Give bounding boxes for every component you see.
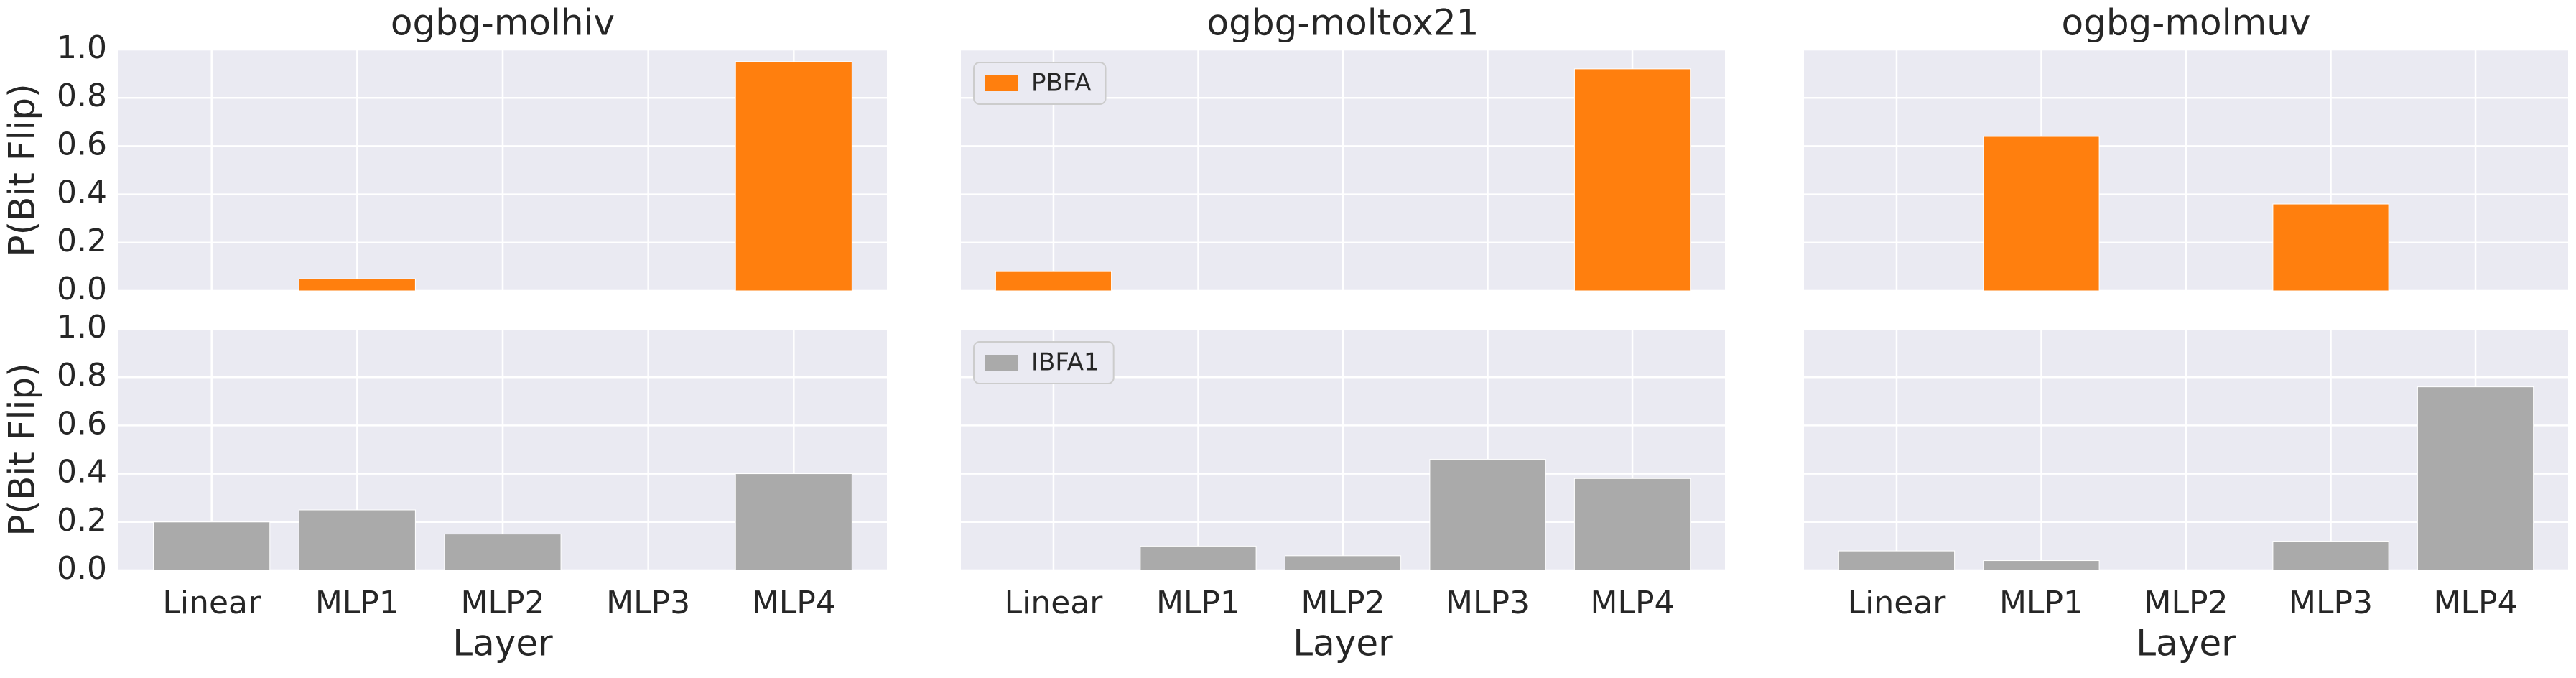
x-tick-label: MLP1 bbox=[1999, 585, 2083, 621]
x-tick-label: MLP3 bbox=[606, 585, 690, 621]
legend-label: PBFA bbox=[1031, 69, 1092, 98]
x-tick-label: MLP2 bbox=[460, 585, 544, 621]
bar bbox=[2417, 386, 2534, 571]
x-tick-label: Linear bbox=[1005, 585, 1104, 621]
x-tick-label: MLP3 bbox=[2289, 585, 2373, 621]
bar bbox=[1983, 560, 2100, 571]
x-tick-label: MLP3 bbox=[1446, 585, 1530, 621]
y-tick-label: 0.4 bbox=[57, 454, 107, 491]
x-tick-label: MLP2 bbox=[2144, 585, 2228, 621]
subplot-title: ogbg-molhiv bbox=[391, 2, 615, 44]
x-tick-label: Linear bbox=[1848, 585, 1947, 621]
bar bbox=[1429, 458, 1546, 571]
x-tick-label: MLP2 bbox=[1301, 585, 1385, 621]
x-axis-label: Layer bbox=[1293, 623, 1393, 664]
x-tick-label: MLP1 bbox=[315, 585, 399, 621]
bar bbox=[2272, 541, 2389, 571]
x-axis-label: Layer bbox=[452, 623, 553, 664]
x-tick-label: MLP4 bbox=[752, 585, 836, 621]
bar bbox=[298, 278, 416, 292]
bar bbox=[1838, 550, 1956, 571]
subplot-title: ogbg-moltox21 bbox=[1207, 2, 1479, 44]
bar bbox=[153, 521, 271, 571]
legend-box bbox=[973, 62, 1107, 105]
y-tick-label: 0.8 bbox=[57, 357, 107, 394]
bar bbox=[1284, 555, 1402, 571]
bar bbox=[1983, 136, 2100, 292]
bar bbox=[444, 534, 562, 571]
y-tick-label: 0.8 bbox=[57, 78, 107, 114]
y-tick-label: 0.2 bbox=[57, 223, 107, 259]
bar bbox=[1140, 545, 1257, 571]
legend-swatch bbox=[985, 355, 1018, 371]
bar bbox=[735, 61, 852, 292]
y-tick-label: 0.6 bbox=[57, 405, 107, 442]
x-tick-label: MLP4 bbox=[1591, 585, 1675, 621]
y-tick-label: 0.2 bbox=[57, 502, 107, 539]
bar bbox=[298, 509, 416, 571]
y-axis-label: P(Bit Flip) bbox=[1, 83, 43, 256]
bar bbox=[1573, 478, 1691, 571]
y-tick-label: 0.6 bbox=[57, 126, 107, 162]
legend-label: IBFA1 bbox=[1031, 348, 1099, 377]
y-axis-label: P(Bit Flip) bbox=[1, 363, 43, 536]
bar bbox=[735, 473, 852, 571]
x-tick-label: Linear bbox=[162, 585, 261, 621]
bar bbox=[1573, 68, 1691, 292]
x-tick-label: MLP4 bbox=[2434, 585, 2518, 621]
legend-swatch bbox=[985, 75, 1018, 91]
y-tick-label: 1.0 bbox=[57, 29, 107, 66]
bar bbox=[995, 271, 1112, 292]
y-tick-label: 0.0 bbox=[57, 550, 107, 587]
bar bbox=[2272, 203, 2389, 292]
legend-box bbox=[973, 341, 1115, 384]
subplot-title: ogbg-molmuv bbox=[2061, 2, 2310, 44]
y-tick-label: 0.4 bbox=[57, 175, 107, 211]
x-tick-label: MLP1 bbox=[1156, 585, 1240, 621]
y-tick-label: 1.0 bbox=[57, 309, 107, 345]
y-tick-label: 0.0 bbox=[57, 271, 107, 307]
x-axis-label: Layer bbox=[2136, 623, 2236, 664]
